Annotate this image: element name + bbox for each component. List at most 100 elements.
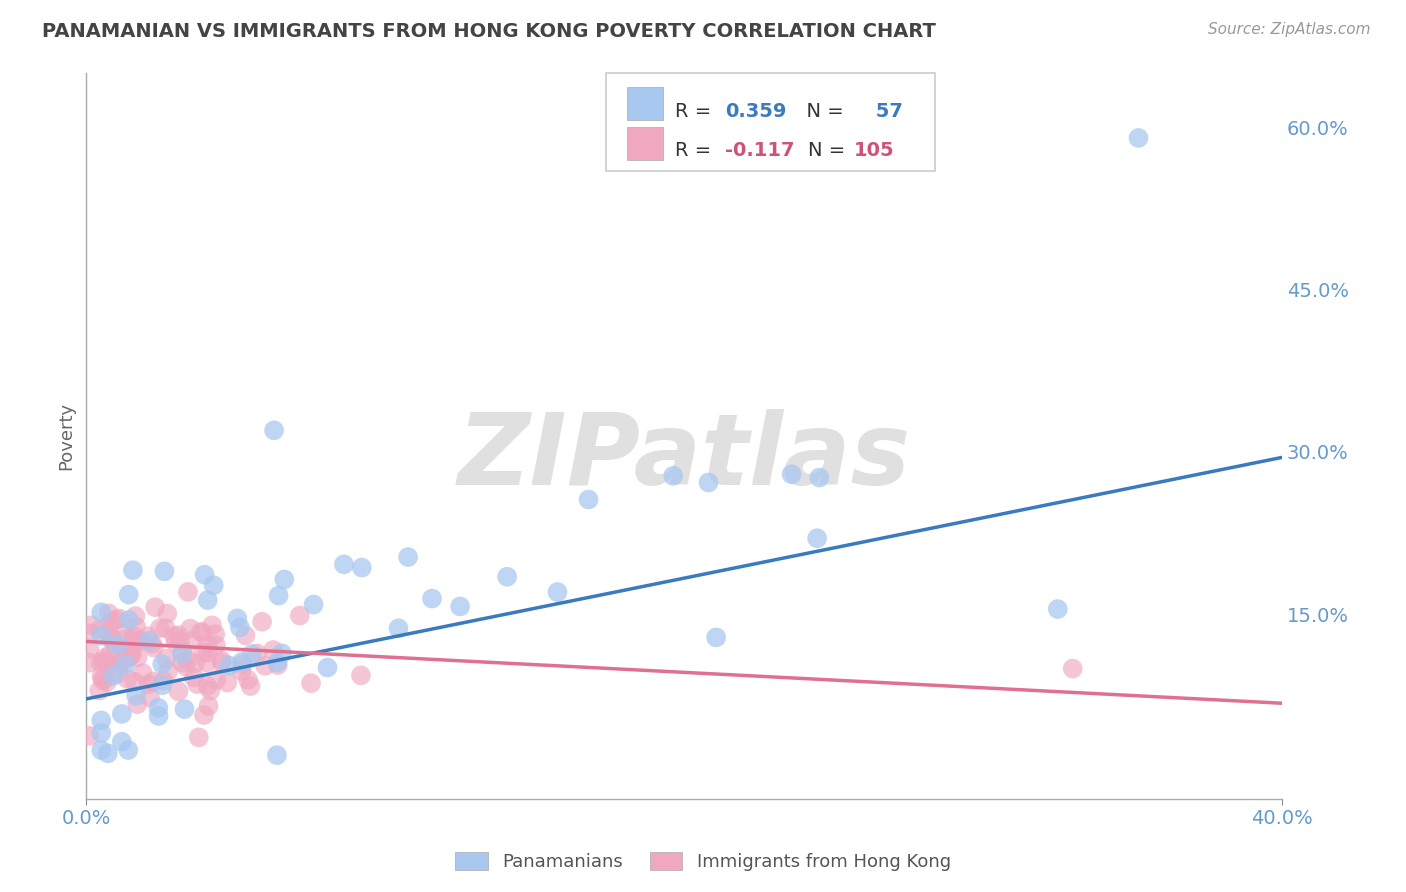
Point xyxy=(105,640,128,655)
Point xyxy=(204,627,226,641)
Point xyxy=(89,623,111,637)
Text: -0.117: -0.117 xyxy=(724,142,794,161)
Point xyxy=(780,467,803,482)
Point xyxy=(449,599,471,614)
Point xyxy=(169,633,191,648)
Point xyxy=(184,657,207,671)
Point xyxy=(547,585,569,599)
Point xyxy=(127,698,149,712)
Y-axis label: Poverty: Poverty xyxy=(58,401,75,470)
Point xyxy=(141,636,163,650)
Point xyxy=(191,625,214,640)
Point xyxy=(79,626,101,640)
Point xyxy=(127,633,149,648)
Point xyxy=(271,646,294,660)
Point xyxy=(148,700,170,714)
Point xyxy=(211,653,233,667)
Point xyxy=(231,657,253,672)
Point xyxy=(806,531,828,545)
Point xyxy=(176,652,198,666)
Point xyxy=(176,660,198,674)
Point xyxy=(97,747,120,761)
Point xyxy=(350,560,373,574)
Point xyxy=(202,578,225,592)
Point xyxy=(195,656,218,670)
Point xyxy=(302,598,325,612)
Point xyxy=(150,678,173,692)
Point xyxy=(148,709,170,723)
Text: N =: N = xyxy=(808,142,852,161)
Point xyxy=(111,654,134,668)
Point xyxy=(107,638,129,652)
Point xyxy=(150,657,173,671)
Point xyxy=(100,632,122,646)
Legend: Panamanians, Immigrants from Hong Kong: Panamanians, Immigrants from Hong Kong xyxy=(449,845,957,879)
Point xyxy=(197,698,219,713)
Point xyxy=(90,714,112,728)
Point xyxy=(267,589,290,603)
Text: PANAMANIAN VS IMMIGRANTS FROM HONG KONG POVERTY CORRELATION CHART: PANAMANIAN VS IMMIGRANTS FROM HONG KONG … xyxy=(42,22,936,41)
Point xyxy=(186,677,208,691)
Point xyxy=(120,649,142,664)
Point xyxy=(240,647,263,661)
Point xyxy=(662,468,685,483)
Point xyxy=(235,628,257,642)
Point xyxy=(131,666,153,681)
Point xyxy=(118,646,141,660)
Point xyxy=(117,743,139,757)
Point xyxy=(1128,131,1150,145)
Point xyxy=(125,689,148,703)
Point xyxy=(100,632,122,647)
Point xyxy=(124,609,146,624)
Point xyxy=(273,573,295,587)
Text: 0.359: 0.359 xyxy=(724,102,786,120)
Point xyxy=(129,634,152,648)
Point xyxy=(226,611,249,625)
Point xyxy=(89,683,111,698)
Point xyxy=(108,611,131,625)
Point xyxy=(267,658,290,673)
Point xyxy=(266,748,288,763)
Point xyxy=(114,657,136,672)
Point xyxy=(111,706,134,721)
Point xyxy=(266,656,288,670)
Point xyxy=(808,470,831,484)
Point xyxy=(173,702,195,716)
Point xyxy=(90,743,112,757)
Point xyxy=(136,629,159,643)
Point xyxy=(97,625,120,640)
Text: ZIPatlas: ZIPatlas xyxy=(457,409,911,506)
Point xyxy=(1046,602,1069,616)
Point xyxy=(288,608,311,623)
Point xyxy=(211,656,233,670)
Point xyxy=(496,570,519,584)
Point xyxy=(122,629,145,643)
Point xyxy=(97,607,120,621)
Point xyxy=(387,621,409,635)
Point xyxy=(77,729,100,743)
Point xyxy=(122,636,145,650)
Point xyxy=(250,615,273,629)
Point xyxy=(90,669,112,683)
Point xyxy=(229,620,252,634)
Point xyxy=(167,628,190,642)
Point xyxy=(217,675,239,690)
Point xyxy=(200,683,222,698)
Point xyxy=(172,656,194,670)
Point xyxy=(143,600,166,615)
Point xyxy=(104,613,127,627)
Point xyxy=(90,605,112,619)
FancyBboxPatch shape xyxy=(606,73,935,171)
Point xyxy=(239,679,262,693)
Point xyxy=(114,626,136,640)
Point xyxy=(578,492,600,507)
Point xyxy=(254,659,277,673)
Point xyxy=(165,635,187,649)
Point xyxy=(138,677,160,691)
Point xyxy=(155,621,177,635)
Point xyxy=(193,645,215,659)
Point xyxy=(396,550,419,565)
Point xyxy=(231,664,253,678)
Point xyxy=(316,660,339,674)
Point xyxy=(117,651,139,665)
